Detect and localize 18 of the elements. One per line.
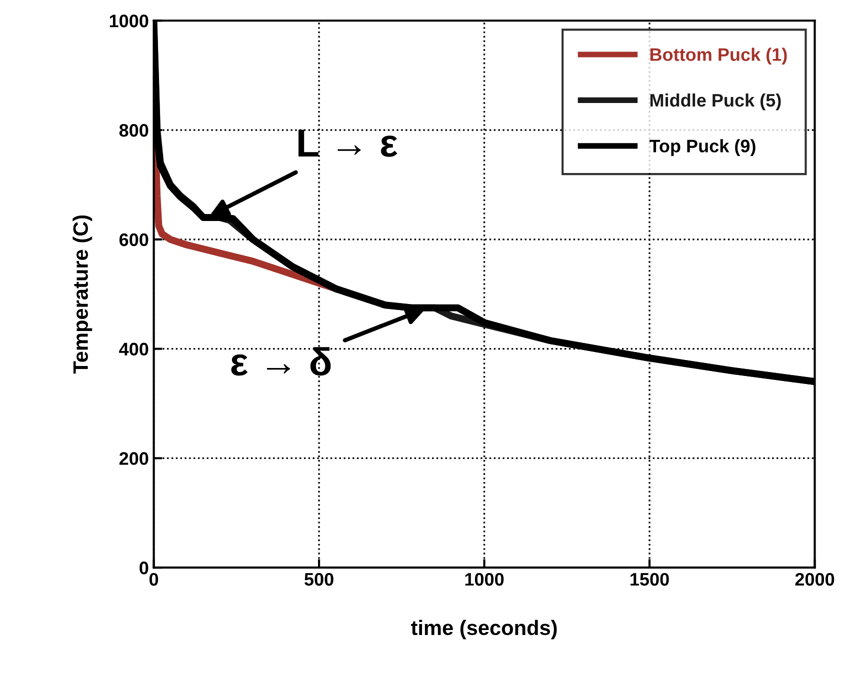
legend-label: Bottom Puck (1) <box>650 48 787 65</box>
annotation: ε → δ <box>231 347 331 376</box>
x-tick-label: 1500 <box>630 572 669 586</box>
y-tick-label: 0 <box>140 562 148 574</box>
x-tick-label: 1000 <box>465 572 504 586</box>
legend-label: Middle Puck (5) <box>650 93 781 110</box>
legend-label: Top Puck (9) <box>649 139 756 156</box>
x-tick-label: 2000 <box>795 572 834 586</box>
y-tick-label: 600 <box>119 233 148 246</box>
x-tick-label: 0 <box>149 572 158 586</box>
annotation: L → ε <box>298 130 398 157</box>
y-tick-label: 200 <box>119 452 148 465</box>
y-tick-label: 800 <box>119 124 148 137</box>
y-axis-title: Temperature (C) <box>72 215 92 374</box>
y-tick-label: 400 <box>119 342 148 356</box>
y-tick-label: 1000 <box>110 14 148 28</box>
x-tick-label: 500 <box>304 572 334 586</box>
x-axis-title: time (seconds) <box>411 620 557 640</box>
